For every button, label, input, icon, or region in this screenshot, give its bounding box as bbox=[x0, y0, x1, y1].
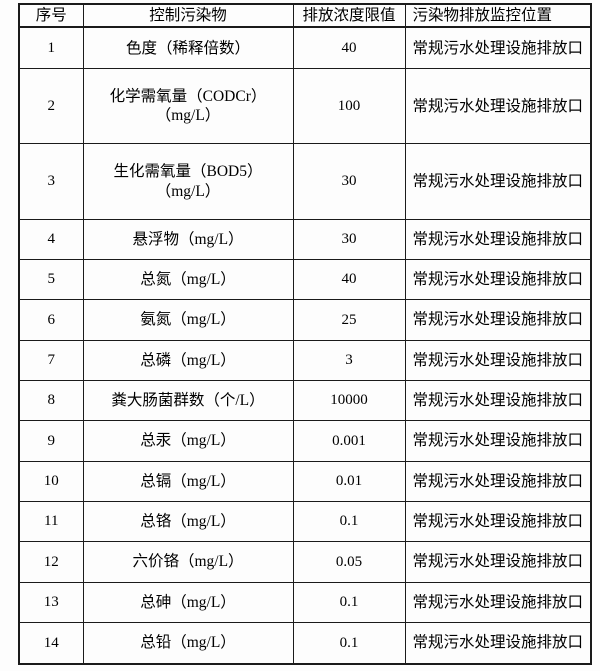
cell-monitoring-location: 常规污水处理设施排放口 bbox=[404, 420, 592, 462]
cell-monitoring-location: 常规污水处理设施排放口 bbox=[404, 622, 592, 665]
table-header: 序号 控制污染物 排放浓度限值 污染物排放监控位置 bbox=[18, 3, 592, 29]
table-row: 1 色度（稀释倍数） 40 常规污水处理设施排放口 bbox=[18, 26, 592, 70]
cell-serial-number: 11 bbox=[18, 501, 84, 543]
cell-pollutant: 总氮（mg/L） bbox=[82, 259, 294, 301]
cell-limit-value: 0.1 bbox=[292, 622, 406, 665]
cell-monitoring-location: 常规污水处理设施排放口 bbox=[404, 26, 592, 70]
cell-monitoring-location: 常规污水处理设施排放口 bbox=[404, 218, 592, 261]
cell-monitoring-location: 常规污水处理设施排放口 bbox=[404, 581, 592, 624]
cell-pollutant: 氨氮（mg/L） bbox=[82, 299, 294, 341]
cell-monitoring-location: 常规污水处理设施排放口 bbox=[404, 541, 592, 583]
cell-pollutant: 生化需氧量（BOD5） （mg/L） bbox=[82, 143, 294, 220]
cell-serial-number: 8 bbox=[18, 380, 84, 422]
table-row: 8 粪大肠菌群数（个/L） 10000 常规污水处理设施排放口 bbox=[18, 380, 592, 422]
table-row: 5 总氮（mg/L） 40 常规污水处理设施排放口 bbox=[18, 259, 592, 301]
cell-monitoring-location: 常规污水处理设施排放口 bbox=[404, 143, 592, 220]
cell-serial-number: 1 bbox=[18, 26, 84, 70]
cell-serial-number: 13 bbox=[18, 581, 84, 624]
table-row: 4 悬浮物（mg/L） 30 常规污水处理设施排放口 bbox=[18, 218, 592, 261]
cell-pollutant: 总铬（mg/L） bbox=[82, 501, 294, 543]
cell-serial-number: 9 bbox=[18, 420, 84, 462]
pollutant-limits-table: 序号 控制污染物 排放浓度限值 污染物排放监控位置 1 色度（稀释倍数） 40 … bbox=[18, 3, 592, 665]
header-serial-number: 序号 bbox=[18, 3, 84, 29]
table-row: 7 总磷（mg/L） 3 常规污水处理设施排放口 bbox=[18, 339, 592, 382]
cell-pollutant: 色度（稀释倍数） bbox=[82, 26, 294, 70]
cell-pollutant: 六价铬（mg/L） bbox=[82, 541, 294, 583]
cell-serial-number: 7 bbox=[18, 339, 84, 382]
cell-serial-number: 4 bbox=[18, 218, 84, 261]
cell-serial-number: 10 bbox=[18, 460, 84, 503]
table-row: 6 氨氮（mg/L） 25 常规污水处理设施排放口 bbox=[18, 299, 592, 341]
cell-serial-number: 3 bbox=[18, 143, 84, 220]
cell-limit-value: 25 bbox=[292, 299, 406, 341]
cell-limit-value: 0.05 bbox=[292, 541, 406, 583]
table-row: 9 总汞（mg/L） 0.001 常规污水处理设施排放口 bbox=[18, 420, 592, 462]
cell-pollutant: 总铅（mg/L） bbox=[82, 622, 294, 665]
cell-serial-number: 14 bbox=[18, 622, 84, 665]
cell-serial-number: 2 bbox=[18, 68, 84, 145]
cell-monitoring-location: 常规污水处理设施排放口 bbox=[404, 460, 592, 503]
cell-limit-value: 0.001 bbox=[292, 420, 406, 462]
table-row: 10 总镉（mg/L） 0.01 常规污水处理设施排放口 bbox=[18, 460, 592, 503]
cell-serial-number: 12 bbox=[18, 541, 84, 583]
header-monitoring-location: 污染物排放监控位置 bbox=[404, 3, 592, 29]
table-row: 2 化学需氧量（CODCr）（mg/L） 100 常规污水处理设施排放口 bbox=[18, 68, 592, 145]
table-body: 1 色度（稀释倍数） 40 常规污水处理设施排放口 2 化学需氧量（CODCr）… bbox=[18, 26, 592, 665]
cell-pollutant: 总汞（mg/L） bbox=[82, 420, 294, 462]
cell-pollutant: 悬浮物（mg/L） bbox=[82, 218, 294, 261]
cell-pollutant: 化学需氧量（CODCr）（mg/L） bbox=[82, 68, 294, 145]
cell-limit-value: 0.1 bbox=[292, 581, 406, 624]
cell-pollutant: 总镉（mg/L） bbox=[82, 460, 294, 503]
cell-limit-value: 0.1 bbox=[292, 501, 406, 543]
cell-limit-value: 30 bbox=[292, 218, 406, 261]
cell-limit-value: 3 bbox=[292, 339, 406, 382]
cell-serial-number: 5 bbox=[18, 259, 84, 301]
cell-limit-value: 0.01 bbox=[292, 460, 406, 503]
cell-limit-value: 40 bbox=[292, 259, 406, 301]
cell-pollutant: 总磷（mg/L） bbox=[82, 339, 294, 382]
header-controlled-pollutant: 控制污染物 bbox=[82, 3, 294, 29]
cell-monitoring-location: 常规污水处理设施排放口 bbox=[404, 259, 592, 301]
cell-limit-value: 100 bbox=[292, 68, 406, 145]
cell-pollutant: 总砷（mg/L） bbox=[82, 581, 294, 624]
header-discharge-concentration-limit: 排放浓度限值 bbox=[292, 3, 406, 29]
cell-limit-value: 40 bbox=[292, 26, 406, 70]
cell-monitoring-location: 常规污水处理设施排放口 bbox=[404, 501, 592, 543]
table-row: 12 六价铬（mg/L） 0.05 常规污水处理设施排放口 bbox=[18, 541, 592, 583]
table-row: 3 生化需氧量（BOD5） （mg/L） 30 常规污水处理设施排放口 bbox=[18, 143, 592, 220]
cell-serial-number: 6 bbox=[18, 299, 84, 341]
cell-monitoring-location: 常规污水处理设施排放口 bbox=[404, 380, 592, 422]
cell-monitoring-location: 常规污水处理设施排放口 bbox=[404, 68, 592, 145]
cell-monitoring-location: 常规污水处理设施排放口 bbox=[404, 339, 592, 382]
table-row: 11 总铬（mg/L） 0.1 常规污水处理设施排放口 bbox=[18, 501, 592, 543]
cell-monitoring-location: 常规污水处理设施排放口 bbox=[404, 299, 592, 341]
table-row: 14 总铅（mg/L） 0.1 常规污水处理设施排放口 bbox=[18, 622, 592, 665]
cell-pollutant: 粪大肠菌群数（个/L） bbox=[82, 380, 294, 422]
cell-limit-value: 10000 bbox=[292, 380, 406, 422]
header-row: 序号 控制污染物 排放浓度限值 污染物排放监控位置 bbox=[18, 3, 592, 29]
cell-limit-value: 30 bbox=[292, 143, 406, 220]
table-row: 13 总砷（mg/L） 0.1 常规污水处理设施排放口 bbox=[18, 581, 592, 624]
